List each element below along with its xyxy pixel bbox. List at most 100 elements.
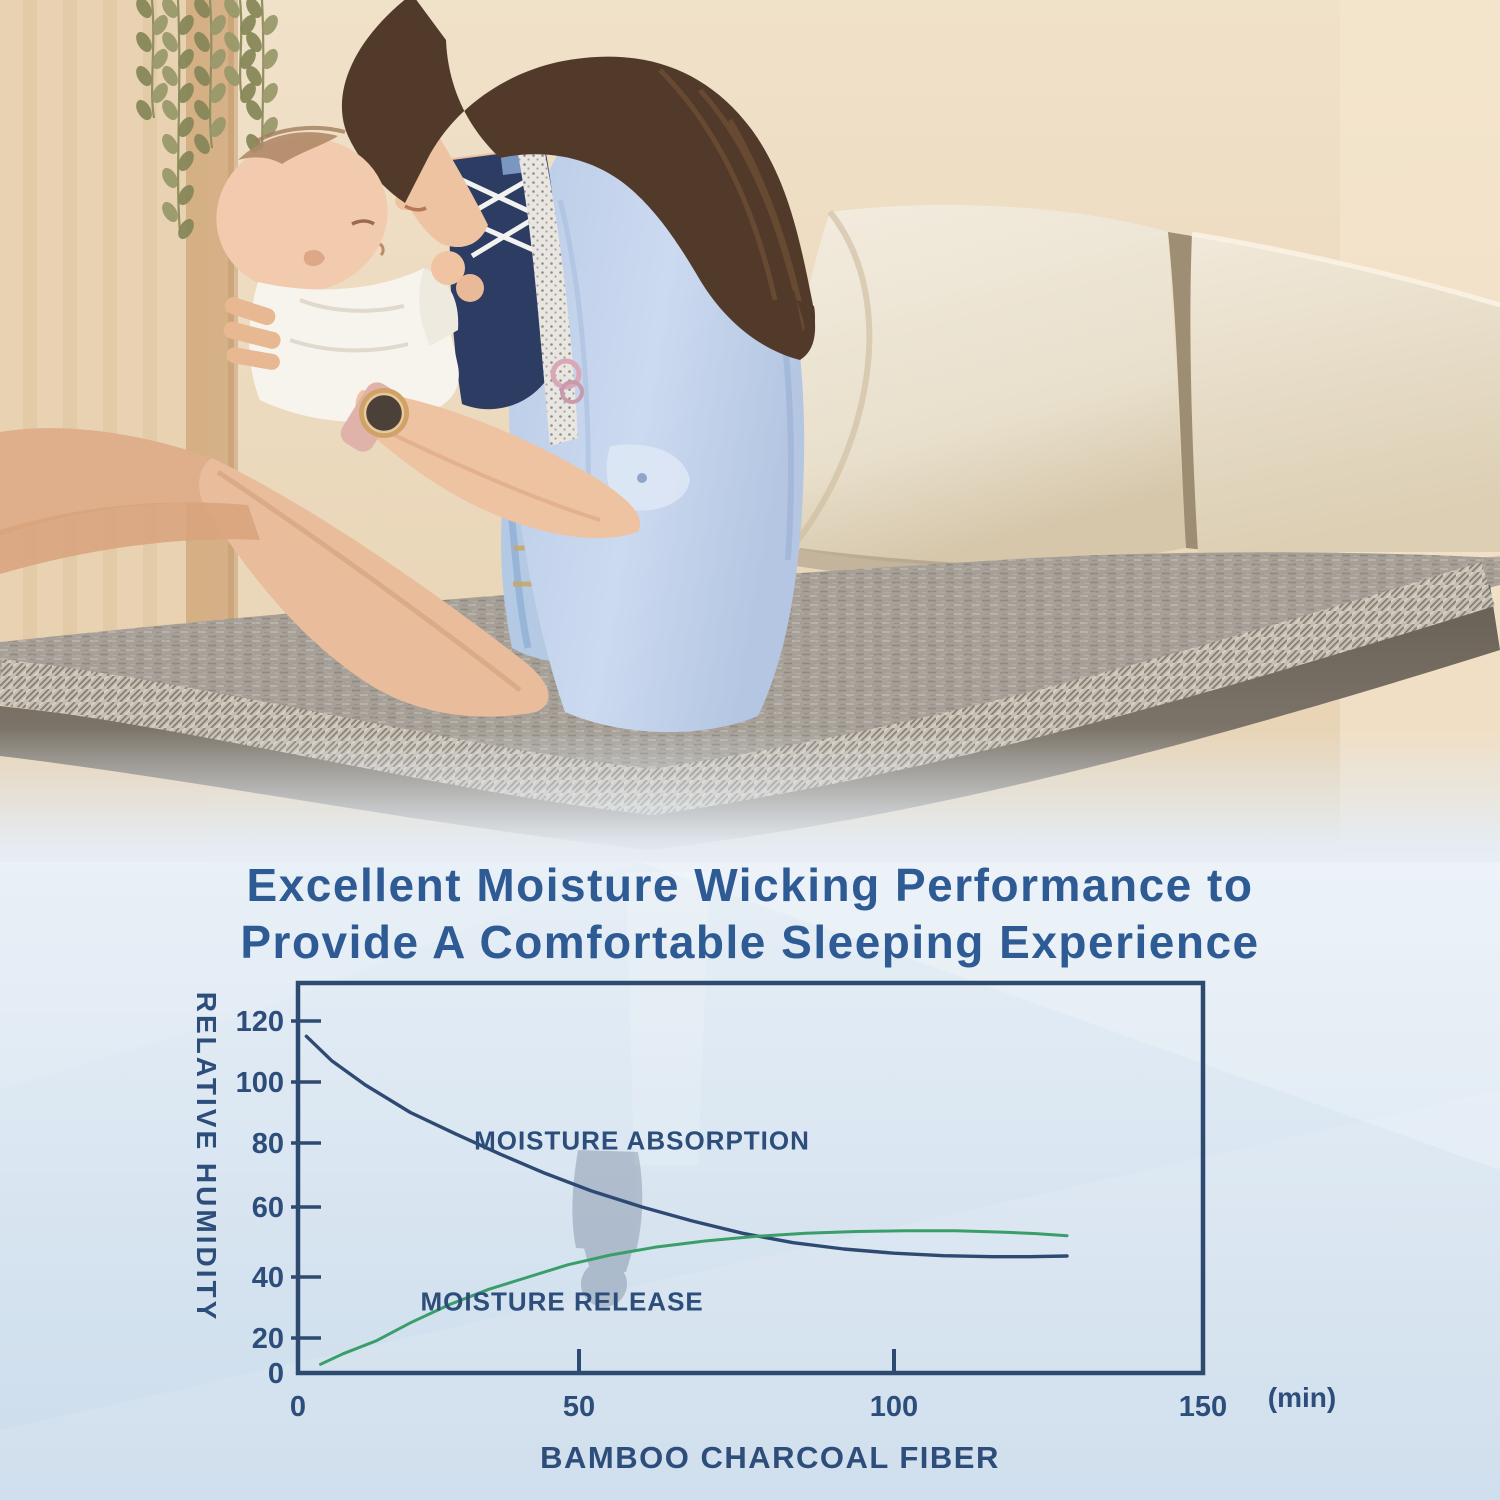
plant-leaf bbox=[178, 116, 194, 138]
plant-leaf bbox=[210, 116, 226, 138]
bed-base-ghost bbox=[626, 872, 710, 1165]
baby-hair bbox=[238, 132, 338, 164]
baby-onesie bbox=[249, 268, 459, 423]
plant-leaf bbox=[136, 99, 152, 121]
plant-leaf bbox=[194, 133, 210, 155]
mother-forearm bbox=[355, 390, 641, 539]
plant-leaf bbox=[194, 99, 210, 121]
plant-leaf bbox=[262, 82, 278, 104]
y-tick-label: 100 bbox=[236, 1067, 284, 1099]
baby-ear bbox=[303, 250, 325, 266]
mother-leg-far bbox=[0, 428, 248, 536]
pillow-left bbox=[787, 204, 1186, 566]
baby-hand-2 bbox=[456, 274, 484, 302]
x-tick-label: 50 bbox=[563, 1391, 595, 1423]
light-streak-3 bbox=[0, 1090, 1500, 1500]
plant-leaf bbox=[240, 48, 256, 70]
plant-leaf bbox=[246, 99, 262, 121]
x-axis-unit: (min) bbox=[1268, 1382, 1336, 1413]
plant-leaf bbox=[262, 48, 278, 70]
pillows bbox=[787, 204, 1500, 589]
y-tick-label: 60 bbox=[252, 1192, 284, 1224]
shirt-button bbox=[637, 473, 647, 483]
plant-leaf bbox=[240, 82, 256, 104]
plant-leaf bbox=[136, 65, 152, 87]
panel-background bbox=[0, 862, 1500, 1500]
baby bbox=[216, 125, 484, 423]
mother-hair bbox=[341, 0, 816, 360]
plant-leaf bbox=[224, 31, 240, 53]
mother-hand-fingers bbox=[223, 297, 281, 370]
plant-stem bbox=[208, 0, 214, 149]
light-streak-1 bbox=[640, 862, 1500, 1170]
plant-leaf bbox=[162, 0, 178, 19]
headline-line-2: Provide A Comfortable Sleeping Experienc… bbox=[240, 916, 1259, 968]
mother-smile bbox=[404, 204, 427, 212]
plant-leaf bbox=[152, 48, 168, 70]
plant-leaf bbox=[162, 99, 178, 121]
plant-leaf bbox=[178, 150, 194, 172]
photo-fade bbox=[0, 728, 1500, 874]
chart-frame bbox=[295, 980, 1206, 1376]
plant-leaf bbox=[246, 31, 262, 53]
pillow-right bbox=[1190, 234, 1500, 552]
plant-leaf bbox=[194, 65, 210, 87]
baby-sleeve bbox=[419, 268, 459, 346]
plant-leaf bbox=[224, 65, 240, 87]
plant-leaf bbox=[178, 184, 194, 206]
bed-leg-ghost bbox=[572, 1150, 643, 1307]
plant-leaf bbox=[210, 82, 226, 104]
rolled-sleeve-cuff bbox=[606, 444, 690, 511]
series-line-moisture-release bbox=[319, 1229, 1069, 1366]
y-tick-label: 0 bbox=[268, 1358, 284, 1390]
series-label-moisture-release: MOISTURE RELEASE bbox=[421, 1287, 704, 1317]
x-tick-label: 0 bbox=[290, 1391, 306, 1423]
plant-leaf bbox=[162, 167, 178, 189]
mother-shin-shadow bbox=[0, 502, 260, 574]
plant-leaf bbox=[178, 14, 194, 36]
baby-head bbox=[216, 137, 388, 293]
plant-leaf bbox=[194, 31, 210, 53]
y-tick-label: 80 bbox=[252, 1128, 284, 1160]
plant-leaf bbox=[224, 0, 240, 19]
plant-leaf bbox=[162, 31, 178, 53]
plant-leaf bbox=[136, 31, 152, 53]
plant-leaf bbox=[162, 201, 178, 223]
mother-and-baby bbox=[0, 0, 816, 733]
strap-ring bbox=[550, 358, 582, 390]
plant-leaf bbox=[262, 14, 278, 36]
plant-leaf bbox=[152, 82, 168, 104]
plant-leaf bbox=[162, 133, 178, 155]
y-axis-title: RELATIVE HUMIDITY bbox=[191, 992, 222, 1322]
plant-stem bbox=[238, 0, 244, 99]
x-tick-label: 150 bbox=[1179, 1391, 1227, 1423]
x-tick-label: 100 bbox=[870, 1391, 918, 1423]
plant-leaf bbox=[246, 0, 262, 19]
series-label-moisture-absorption: MOISTURE ABSORPTION bbox=[474, 1125, 810, 1155]
plant-leaf bbox=[162, 65, 178, 87]
info-panel: Excellent Moisture Wicking Performance t… bbox=[0, 859, 1500, 1500]
watch-face bbox=[365, 394, 403, 432]
baby-hand bbox=[431, 251, 465, 285]
carrier-laces bbox=[460, 173, 540, 259]
plant-leaf bbox=[240, 14, 256, 36]
hair-highlights bbox=[658, 68, 808, 331]
y-tick-label: 120 bbox=[236, 1006, 284, 1038]
plant-leaf bbox=[246, 65, 262, 87]
floral-strap bbox=[518, 148, 584, 446]
x-axis-title: BAMBOO CHARCOAL FIBER bbox=[540, 1440, 1000, 1475]
plant-leaf bbox=[178, 48, 194, 70]
plant-leaf bbox=[152, 14, 168, 36]
light-streak-2 bbox=[0, 862, 640, 1090]
y-tick-label: 20 bbox=[252, 1323, 284, 1355]
baby-closed-eye bbox=[351, 219, 375, 226]
plant-leaf bbox=[210, 14, 226, 36]
plant-leaf bbox=[178, 82, 194, 104]
plant-leaf bbox=[194, 0, 210, 19]
leg-fold-shadow bbox=[216, 469, 522, 692]
baby-nose bbox=[378, 242, 385, 257]
